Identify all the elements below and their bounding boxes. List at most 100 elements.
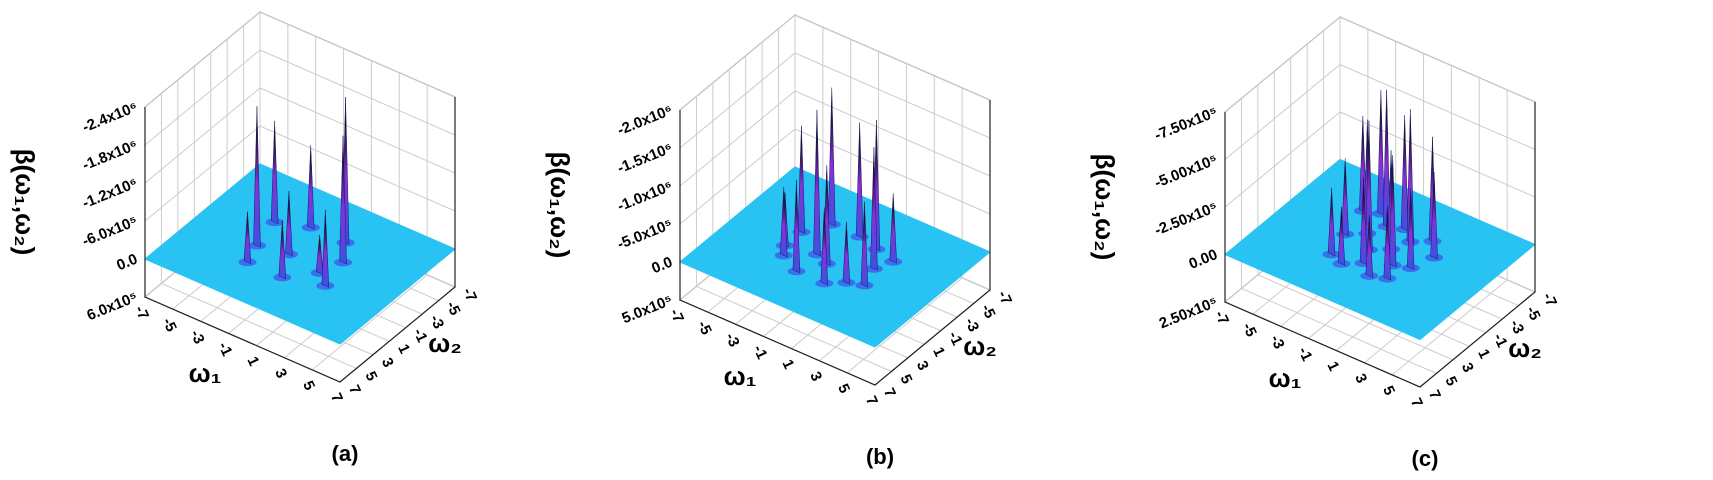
- x-tick-label: 7: [862, 393, 881, 408]
- y-tick-label: 3: [378, 355, 397, 370]
- y-tick-label: 7: [345, 382, 364, 397]
- spike: [1400, 115, 1409, 232]
- x-tick-label: 5: [299, 378, 318, 393]
- spike: [797, 125, 806, 234]
- spike: [780, 186, 788, 258]
- spike: [855, 122, 864, 239]
- z-tick-label: -2.4x10⁶: [80, 99, 140, 136]
- x-tick-label: -3: [722, 330, 743, 349]
- spike: [270, 120, 279, 225]
- spike: [1327, 187, 1336, 257]
- x-tick-label: 1: [243, 354, 262, 369]
- y-tick-label: -1: [1490, 331, 1511, 350]
- spike: [1383, 206, 1392, 281]
- z-tick-label: -7.50x10⁵: [1152, 104, 1220, 145]
- z-axis-title: β(ω₁,ω₂): [1090, 154, 1120, 261]
- y-axis-title: ω₂: [963, 331, 997, 361]
- spike: [860, 201, 869, 288]
- y-tick-label: 5: [361, 369, 380, 384]
- y-tick-label: 1: [394, 342, 413, 357]
- y-tick-label: -7: [994, 288, 1015, 307]
- grid-line: [1240, 98, 1437, 374]
- z-tick-label: -5.0x10⁵: [615, 216, 675, 253]
- spike: [889, 193, 897, 264]
- z-tick-label: -1.0x10⁶: [615, 178, 675, 215]
- panel-label: (a): [332, 441, 359, 466]
- spike: [253, 106, 261, 248]
- spike: [1406, 188, 1415, 270]
- spike: [870, 147, 878, 271]
- y-tick-label: 3: [1458, 360, 1477, 375]
- z-tick-label: 6.0x10⁵: [85, 289, 140, 325]
- y-tick-label: -5: [1523, 304, 1544, 323]
- grid-line: [160, 93, 357, 369]
- panel: 5.0x10⁵ 0.0-5.0x10⁵-1.0x10⁶-1.5x10⁶-2.0x1…: [545, 13, 1015, 469]
- spike: [285, 191, 293, 257]
- spike: [1388, 155, 1397, 268]
- y-tick-label: -5: [443, 299, 464, 318]
- x-tick-label: -5: [1239, 320, 1260, 339]
- x-tick-label: 3: [806, 369, 825, 384]
- y-tick-label: 7: [1425, 387, 1444, 402]
- spike: [315, 234, 324, 275]
- y-tick-label: -7: [1539, 290, 1560, 309]
- x-tick-label: -7: [131, 303, 152, 322]
- spike: [1359, 177, 1368, 265]
- box-edge: [144, 97, 456, 383]
- y-tick-label: -1: [945, 329, 966, 348]
- spike: [828, 87, 836, 227]
- spike: [1337, 206, 1346, 266]
- z-tick-label: 2.50x10⁵: [1157, 294, 1220, 333]
- z-tick-label: -1.8x10⁶: [80, 137, 140, 174]
- spike: [321, 209, 330, 288]
- panel: 2.50x10⁵ 0.00 -2.50x10⁵ -5.00x10⁵ -7.50x10⁵ -…: [1090, 15, 1560, 471]
- x-tick-label: 7: [327, 390, 346, 405]
- z-tick-label: 0.00: [1187, 246, 1220, 273]
- x-axis-title: ω₁: [724, 361, 757, 391]
- x-tick-label: -3: [187, 327, 208, 346]
- x-tick-label: 3: [271, 366, 290, 381]
- y-axis-title: ω₂: [428, 328, 462, 358]
- x-tick-label: -3: [1267, 332, 1288, 351]
- spike: [1377, 90, 1385, 216]
- y-tick-label: 5: [896, 372, 915, 387]
- spike: [792, 180, 801, 274]
- x-tick-label: 3: [1351, 371, 1370, 386]
- spike: [820, 207, 829, 286]
- x-tick-label: 5: [1379, 383, 1398, 398]
- y-tick-label: -1: [410, 326, 431, 345]
- x-tick-label: -5: [694, 318, 715, 337]
- x-tick-label: -7: [1211, 308, 1232, 327]
- y-tick-label: 1: [1474, 347, 1493, 362]
- x-axis-title: ω₁: [1269, 363, 1302, 393]
- z-tick-label: 0.0: [114, 251, 140, 275]
- spike: [306, 145, 315, 230]
- spike: [339, 135, 347, 265]
- x-tick-label: -1: [750, 343, 771, 362]
- spike: [1430, 172, 1438, 260]
- spike: [1341, 158, 1349, 237]
- y-axis-title: ω₂: [1508, 333, 1542, 363]
- z-axis-title: β(ω₁,ω₂): [545, 152, 575, 259]
- spike: [1365, 215, 1374, 278]
- z-tick-label: 5.0x10⁵: [620, 292, 675, 328]
- x-tick-label: 5: [834, 381, 853, 396]
- grid-line: [695, 96, 892, 372]
- z-tick-label: -1.2x10⁶: [80, 175, 140, 212]
- z-tick-label: 0.0: [649, 254, 675, 278]
- y-tick-label: 1: [929, 345, 948, 360]
- x-tick-label: -1: [215, 340, 236, 359]
- y-tick-label: 5: [1441, 374, 1460, 389]
- spike: [243, 211, 252, 265]
- panel: 6.0x10⁵ 0.0-6.0x10⁵-1.2x10⁶-1.8x10⁶-2.4x1…: [10, 10, 480, 466]
- y-tick-label: -5: [978, 302, 999, 321]
- box-edge: [679, 100, 991, 386]
- x-tick-label: -1: [1295, 345, 1316, 364]
- z-tick-label: -2.50x10⁵: [1152, 199, 1220, 240]
- x-tick-label: 1: [778, 357, 797, 372]
- x-tick-label: 7: [1407, 395, 1426, 410]
- y-tick-label: 3: [913, 358, 932, 373]
- grid-line: [1257, 84, 1454, 361]
